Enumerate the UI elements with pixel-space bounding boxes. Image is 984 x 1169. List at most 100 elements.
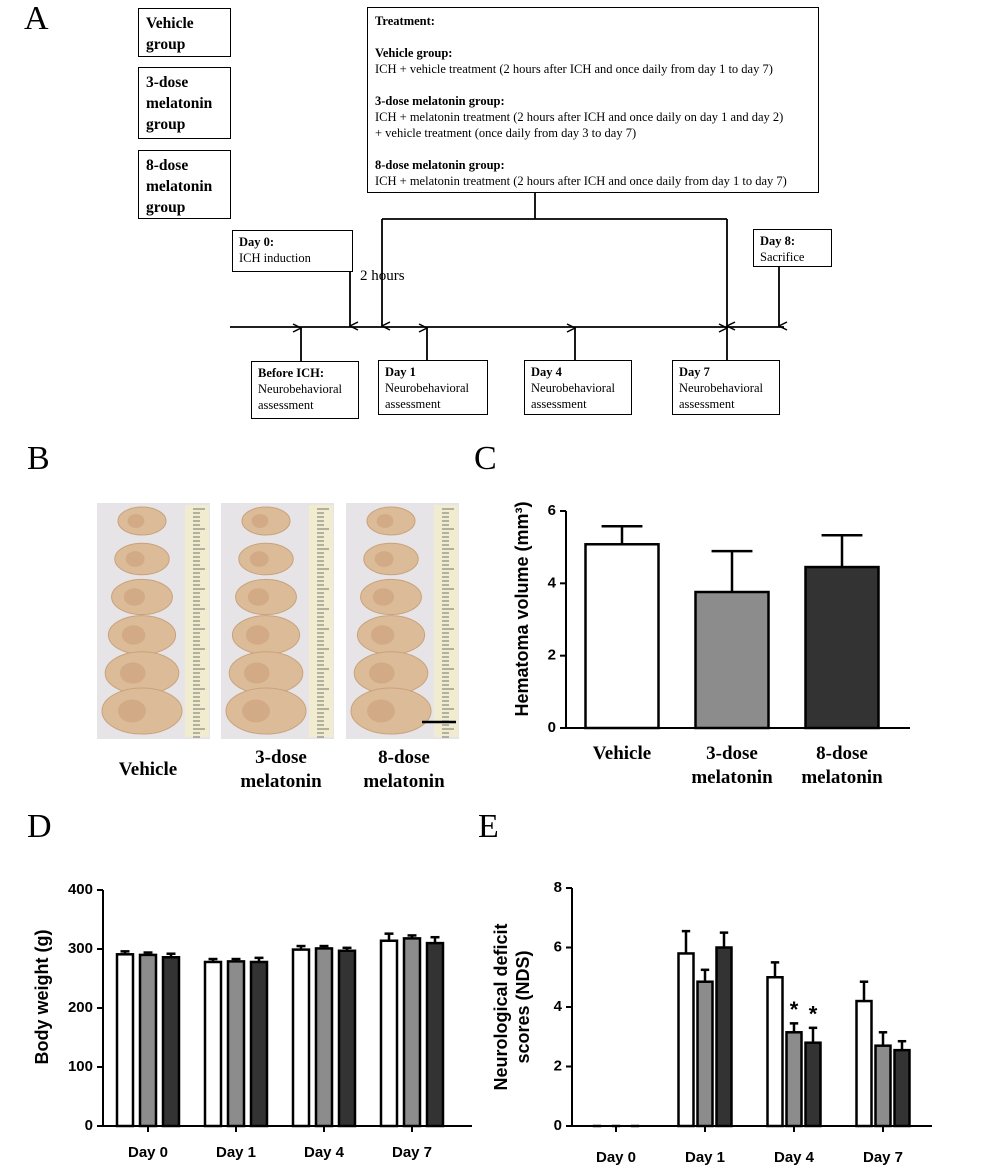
assessment-box: Before ICH: Neurobehavioral assessment — [251, 361, 359, 419]
brain-slice-detail — [249, 551, 269, 567]
bar — [115, 953, 135, 1128]
treatment-title: Treatment: — [375, 14, 435, 28]
bar — [677, 952, 695, 1128]
bar — [226, 960, 246, 1128]
brain-slice-detail — [370, 625, 395, 645]
item-line: ICH + melatonin treatment (2 hours after… — [375, 110, 784, 124]
assessment-heading: Before ICH: — [258, 366, 325, 380]
x-tick-label: Day 4 — [773, 1149, 815, 1166]
y-axis-label: Body weight (g) — [32, 929, 52, 1065]
brain-slice-detail — [242, 699, 270, 723]
treatment-box: Treatment: Vehicle group: ICH + vehicle … — [367, 7, 819, 193]
brain-slice-detail — [243, 662, 270, 684]
event-heading: Day 8: — [760, 234, 796, 248]
x-tick-label: Day 1 — [684, 1149, 726, 1166]
assessment-text: Neurobehavioral assessment — [385, 381, 469, 411]
assessment-text: Neurobehavioral assessment — [258, 382, 342, 412]
event-text: Sacrifice — [760, 250, 805, 264]
assessment-text: Neurobehavioral assessment — [531, 381, 615, 411]
event-text: ICH induction — [239, 251, 311, 265]
y-tick-label: 100 — [68, 1058, 93, 1075]
brain-slice-detail — [372, 588, 395, 606]
brain-slice-detail — [376, 514, 394, 528]
panel-label: E — [478, 808, 499, 845]
bar — [584, 543, 660, 730]
assessment-text: Neurobehavioral assessment — [679, 381, 763, 411]
brain-slice-detail — [125, 551, 145, 567]
bar — [696, 980, 714, 1128]
panel-label: A — [24, 0, 49, 37]
bar — [425, 941, 445, 1128]
brain-slice-detail — [374, 551, 394, 567]
y-tick-label: 2 — [548, 647, 556, 664]
brain-slice-detail — [127, 514, 145, 528]
y-axis-label: Neurological deficit scores (NDS) — [491, 923, 533, 1091]
bar — [379, 939, 399, 1128]
assessment-box: Day 1 Neurobehavioral assessment — [378, 360, 488, 415]
item-line: + vehicle treatment (once daily from day… — [375, 126, 637, 140]
group-box: 3-dose melatonin group — [138, 67, 231, 139]
significance-mark: * — [790, 997, 799, 1022]
bar — [715, 946, 733, 1128]
event-heading: Day 0: — [239, 235, 275, 249]
panel-label: C — [474, 440, 497, 477]
x-tick-label: Day 1 — [215, 1144, 257, 1161]
y-tick-label: 0 — [548, 719, 556, 736]
bar — [249, 960, 269, 1128]
bar — [161, 956, 181, 1128]
brain-slice-detail — [245, 625, 270, 645]
y-tick-label: 400 — [68, 881, 93, 898]
y-tick-label: 2 — [554, 1057, 562, 1074]
photo-label: 8-dose melatonin — [363, 747, 445, 792]
assessment-heading: Day 1 — [385, 365, 416, 379]
item-line: ICH + vehicle treatment (2 hours after I… — [375, 62, 773, 76]
brain-slice-detail — [368, 662, 395, 684]
assessment-box: Day 4 Neurobehavioral assessment — [524, 360, 632, 415]
group-box: Vehicle group — [138, 8, 231, 57]
x-tick-label: Day 0 — [595, 1149, 637, 1166]
bar — [138, 953, 158, 1128]
x-tick-label: Vehicle — [592, 743, 652, 764]
bar — [804, 565, 880, 730]
brain-slice-detail — [121, 625, 146, 645]
y-axis-label: Hematoma volume (mm³) — [512, 500, 532, 717]
photo-label: Vehicle — [118, 759, 178, 780]
bar — [203, 960, 223, 1128]
bar — [874, 1044, 892, 1128]
photo-label: 3-dose melatonin — [240, 747, 322, 792]
x-tick-label: 8-dose melatonin — [801, 743, 883, 788]
group-box: 8-dose melatonin group — [138, 150, 231, 219]
y-tick-label: 200 — [68, 999, 93, 1016]
bar — [402, 937, 422, 1128]
brain-slice-detail — [367, 699, 395, 723]
bar — [785, 1031, 803, 1128]
bar — [337, 949, 357, 1128]
brain-slice-detail — [123, 588, 146, 606]
assessment-box: Day 7 Neurobehavioral assessment — [672, 360, 780, 415]
bar — [804, 1041, 822, 1128]
x-tick-label: 3-dose melatonin — [691, 743, 773, 788]
bar — [694, 590, 770, 730]
x-tick-label: Day 4 — [303, 1144, 345, 1161]
y-tick-label: 0 — [554, 1117, 562, 1134]
interval-label: 2 hours — [360, 268, 405, 284]
bar — [855, 999, 873, 1128]
brain-slice-detail — [119, 662, 146, 684]
x-tick-label: Day 7 — [862, 1149, 904, 1166]
y-tick-label: 4 — [548, 574, 557, 591]
y-tick-label: 4 — [554, 998, 563, 1015]
item-line: ICH + melatonin treatment (2 hours after… — [375, 174, 787, 188]
bar — [766, 976, 784, 1128]
brain-slice-detail — [251, 514, 269, 528]
bar — [314, 947, 334, 1128]
bar — [893, 1048, 911, 1128]
event-box: Day 8: Sacrifice — [753, 229, 832, 267]
x-tick-label: Day 0 — [127, 1144, 169, 1161]
y-tick-label: 0 — [85, 1117, 93, 1134]
brain-slice-detail — [247, 588, 270, 606]
item-heading: 3-dose melatonin group: — [375, 94, 505, 108]
item-heading: Vehicle group: — [375, 46, 453, 60]
significance-mark: * — [809, 1002, 818, 1027]
